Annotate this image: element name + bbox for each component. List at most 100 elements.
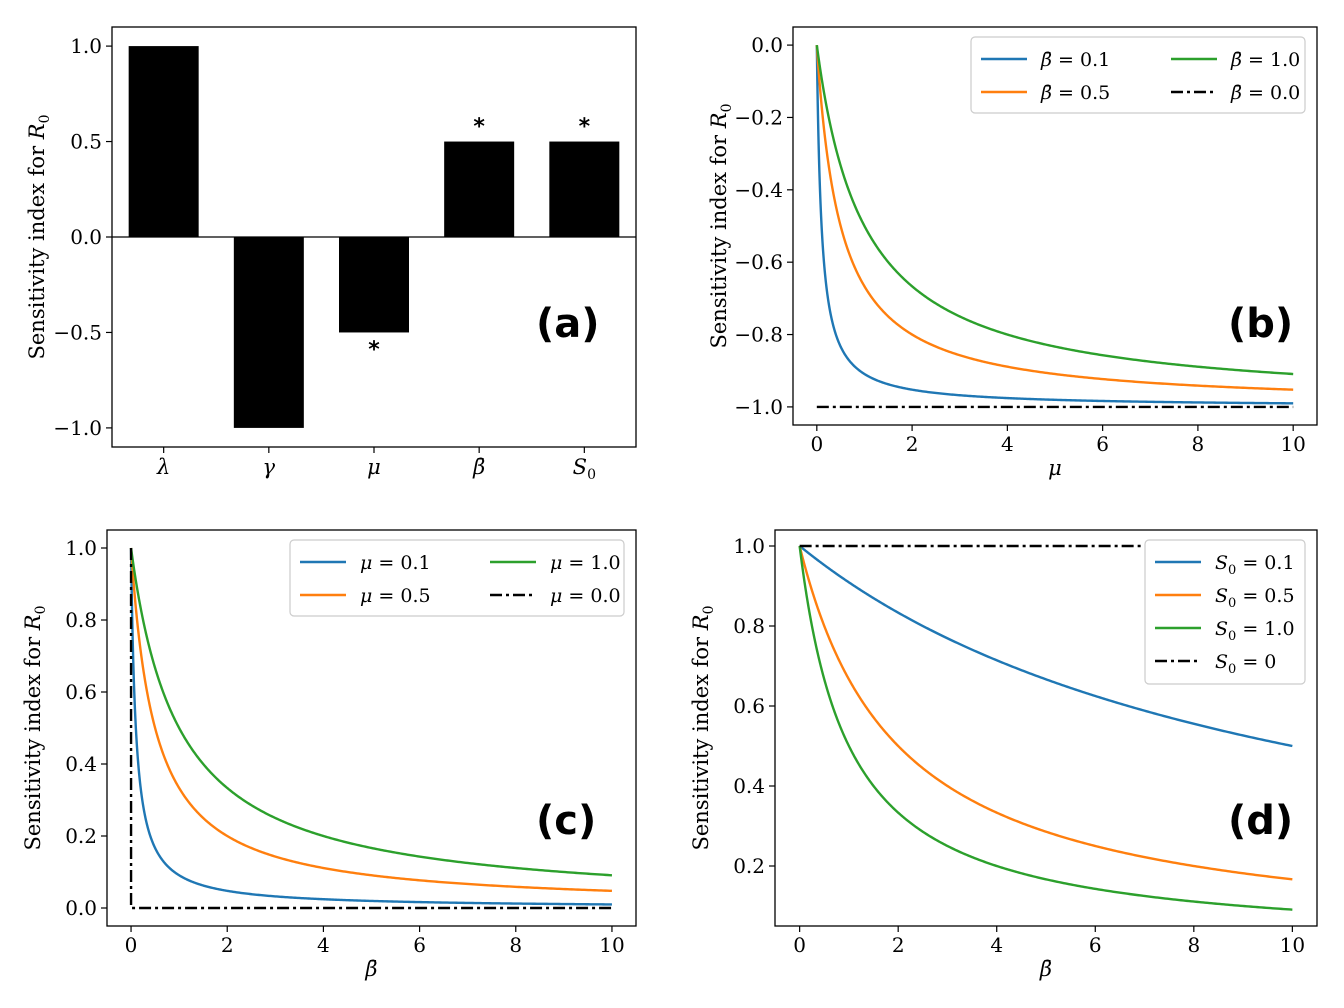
series-line xyxy=(129,547,613,877)
legend-label: S0 = 0 xyxy=(1215,651,1276,677)
x-tick-label: γ xyxy=(263,455,276,479)
bar xyxy=(444,141,515,237)
y-axis-label: Sensitivity index for R0 xyxy=(707,103,735,348)
series-line xyxy=(129,547,612,910)
x-tick-label: 6 xyxy=(1096,432,1109,456)
bar xyxy=(128,46,199,237)
series-line xyxy=(815,45,1294,391)
y-tick-label: 0.2 xyxy=(733,854,765,878)
y-axis-label: Sensitivity index for R0 xyxy=(21,605,49,850)
y-tick-label: 1.0 xyxy=(65,536,97,560)
y-tick-label: 0.6 xyxy=(65,680,97,704)
bar-annotation: * xyxy=(368,337,380,362)
y-tick-label: −1.0 xyxy=(734,395,783,419)
x-tick-label: 8 xyxy=(509,933,522,957)
x-tick-label: 4 xyxy=(1001,432,1014,456)
x-tick-label: 10 xyxy=(599,933,624,957)
y-tick-label: 0.0 xyxy=(751,33,783,57)
y-tick-label: −0.2 xyxy=(734,105,783,129)
panel-b: 0.0 −0.2 −0.4 −0.6 −0.8 −1.0 0 2 4 6 8 10 μ Sensitivi… xyxy=(707,26,1318,480)
y-tick-label: 1.0 xyxy=(733,534,765,558)
x-tick-label: 2 xyxy=(892,933,905,957)
x-tick-label: β̄ xyxy=(472,455,485,479)
legend: β̄ = 0.1 β̄ = 0.5 β̄ = 1.0 β̄ = 0.0 xyxy=(970,36,1306,114)
legend-label: β̄ = 0.5 xyxy=(1040,82,1110,104)
panel-label: (b) xyxy=(1228,301,1293,347)
legend-label: S0 = 0.1 xyxy=(1215,552,1295,578)
x-tick-label: 6 xyxy=(413,933,426,957)
y-tick-label: −0.4 xyxy=(734,178,783,202)
x-tick-label: 8 xyxy=(1192,432,1205,456)
panel-d: 0.2 0.4 0.6 0.8 1.0 0 2 4 6 8 10 β̄ Sensitivity inde… xyxy=(689,529,1318,981)
y-axis-label: Sensitivity index for R0 xyxy=(689,605,717,850)
y-tick-label: 0.2 xyxy=(65,824,97,848)
x-tick-label: 0 xyxy=(810,432,823,456)
legend-frame xyxy=(1144,539,1306,685)
x-tick-label: 0 xyxy=(125,933,138,957)
y-tick-label: 0.5 xyxy=(70,130,102,154)
series-line xyxy=(798,545,1293,748)
legend-label: μ = 1.0 xyxy=(550,552,621,574)
legend-label: β̄ = 0.0 xyxy=(1230,82,1300,104)
plot-frame xyxy=(106,529,637,927)
bar xyxy=(339,237,409,333)
bar-annotation: * xyxy=(579,115,591,140)
series-line xyxy=(798,545,1293,881)
plot-frame xyxy=(774,529,1318,927)
x-tick-label: 6 xyxy=(1089,933,1102,957)
x-tick-label: 10 xyxy=(1280,432,1305,456)
x-tick-label: μ xyxy=(367,455,381,479)
bar xyxy=(549,141,620,237)
y-tick-label: 0.8 xyxy=(733,614,765,638)
panel-c: 0.0 0.2 0.4 0.6 0.8 1.0 0 2 4 6 8 10 β̄ Sensitivity i… xyxy=(21,529,637,981)
x-axis-label: β̄ xyxy=(364,957,377,981)
legend-label: S0 = 1.0 xyxy=(1215,618,1295,644)
series-line xyxy=(129,547,612,893)
legend: S0 = 0.1 S0 = 0.5 S0 = 1.0 S0 = 0 xyxy=(1144,539,1306,685)
x-tick-label: 4 xyxy=(317,933,330,957)
legend-label: S0 = 0.5 xyxy=(1215,585,1295,611)
y-axis-label: Sensitivity index for R0 xyxy=(25,114,53,359)
plot-frame xyxy=(792,26,1318,426)
y-tick-label: 0.6 xyxy=(733,694,765,718)
x-tick-label: 2 xyxy=(221,933,234,957)
y-tick-label: −0.5 xyxy=(53,320,102,344)
legend-frame xyxy=(289,539,625,617)
x-tick-label: 0 xyxy=(793,933,806,957)
x-axis-label: μ xyxy=(1048,456,1062,480)
x-tick-label: λ xyxy=(156,455,170,479)
x-tick-label: 2 xyxy=(906,432,919,456)
legend-frame xyxy=(970,36,1306,114)
y-tick-label: 0.8 xyxy=(65,608,97,632)
legend: μ = 0.1 μ = 0.5 μ = 1.0 μ = 0.0 xyxy=(289,539,625,617)
panel-label: (d) xyxy=(1228,798,1293,844)
y-tick-label: 1.0 xyxy=(70,34,102,58)
legend-label: β̄ = 1.0 xyxy=(1230,49,1300,71)
legend-label: μ = 0.1 xyxy=(360,552,431,574)
x-tick-label: 10 xyxy=(1280,933,1305,957)
bar-annotation: * xyxy=(473,115,485,140)
legend-label: β̄ = 0.1 xyxy=(1040,49,1110,71)
y-tick-label: 0.0 xyxy=(65,896,97,920)
y-tick-label: −0.6 xyxy=(734,250,783,274)
legend-label: μ = 0.0 xyxy=(550,585,621,607)
legend-label: μ = 0.5 xyxy=(360,585,431,607)
bar xyxy=(233,237,304,428)
y-tick-label: −0.8 xyxy=(734,323,783,347)
x-axis-label: β̄ xyxy=(1039,957,1052,981)
y-tick-label: −1.0 xyxy=(53,416,102,440)
y-tick-label: 0.0 xyxy=(70,225,102,249)
x-tick-label: 4 xyxy=(990,933,1003,957)
x-tick-label: 8 xyxy=(1187,933,1200,957)
panel-label: (a) xyxy=(536,301,600,347)
series-line xyxy=(129,547,612,906)
y-tick-label: 0.4 xyxy=(733,774,765,798)
panel-label: (c) xyxy=(536,798,596,844)
series-line xyxy=(815,45,1294,405)
series-line xyxy=(815,44,1294,376)
x-tick-label: S0 xyxy=(573,455,596,483)
panel-a: * * * −1.0 −0.5 0.0 0.5 1.0 λ γ μ β̄ S0 Sensitivity i… xyxy=(25,26,637,483)
series-line xyxy=(798,545,1293,911)
y-tick-label: 0.4 xyxy=(65,752,97,776)
